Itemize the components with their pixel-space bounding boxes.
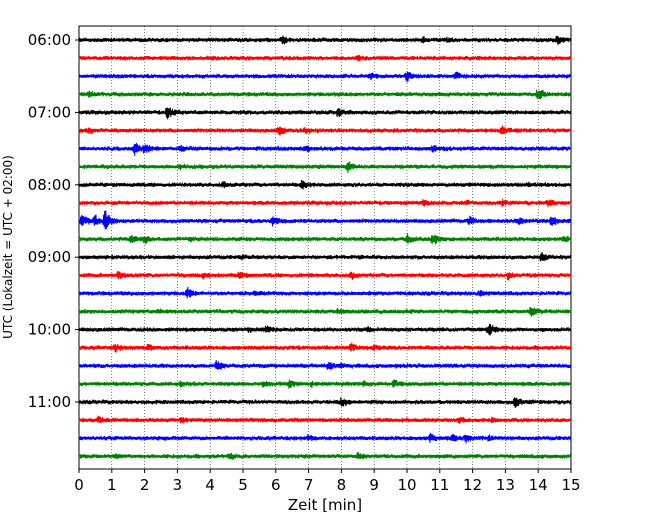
y-tick-label: 11:00 <box>28 393 71 411</box>
x-axis-ticks: 0 1 2 3 4 5 6 7 8 9 10 11 12 13 14 15 <box>74 469 581 494</box>
trace-1015 <box>78 342 572 353</box>
trace-0715 <box>78 125 572 136</box>
x-tick-label: 0 <box>74 476 84 494</box>
y-tick-label: 07:00 <box>28 103 71 121</box>
x-tick-label: 14 <box>529 476 548 494</box>
trace-1000 <box>78 323 572 336</box>
trace-1100 <box>78 397 572 409</box>
trace-1130 <box>78 432 572 444</box>
grid-lines <box>111 26 539 469</box>
y-tick-label: 08:00 <box>28 176 71 194</box>
trace-0615 <box>78 54 572 62</box>
trace-0600 <box>78 35 572 45</box>
trace-0845 <box>78 233 572 245</box>
trace-0630 <box>78 71 572 83</box>
trace-0900 <box>78 251 572 262</box>
x-tick-label: 10 <box>397 476 416 494</box>
trace-0930 <box>78 286 572 299</box>
x-tick-label: 3 <box>173 476 183 494</box>
trace-0645 <box>78 89 572 100</box>
x-tick-label: 11 <box>430 476 449 494</box>
x-tick-label: 9 <box>369 476 379 494</box>
trace-1145 <box>78 451 572 460</box>
trace-0945 <box>78 307 572 317</box>
trace-1030 <box>78 360 572 370</box>
x-tick-label: 12 <box>463 476 482 494</box>
trace-0915 <box>78 270 572 281</box>
trace-0730 <box>78 142 572 156</box>
x-tick-label: 6 <box>271 476 281 494</box>
x-tick-label: 13 <box>496 476 515 494</box>
x-tick-label: 7 <box>304 476 314 494</box>
x-tick-label: 4 <box>205 476 215 494</box>
trace-0745 <box>78 161 572 174</box>
trace-0830 <box>78 210 572 230</box>
y-axis-label: UTC (Lokalzeit = UTC + 02:00) <box>1 155 15 339</box>
y-axis-ticks: 06:00 07:00 08:00 09:00 10:00 11:00 <box>28 31 79 411</box>
trace-0800 <box>78 180 572 190</box>
x-axis-label: Zeit [min] <box>288 496 362 514</box>
x-tick-label: 5 <box>238 476 248 494</box>
y-tick-label: 06:00 <box>28 31 71 49</box>
x-tick-label: 1 <box>107 476 117 494</box>
trace-1115 <box>78 415 572 424</box>
y-tick-label: 10:00 <box>28 321 71 339</box>
x-tick-label: 15 <box>561 476 580 494</box>
x-tick-label: 8 <box>337 476 347 494</box>
x-tick-label: 2 <box>140 476 150 494</box>
y-tick-label: 09:00 <box>28 248 71 266</box>
plot-area <box>78 25 572 470</box>
trace-1045 <box>78 379 572 389</box>
traces <box>78 35 572 460</box>
trace-0815 <box>78 198 572 208</box>
trace-0700 <box>78 107 572 120</box>
